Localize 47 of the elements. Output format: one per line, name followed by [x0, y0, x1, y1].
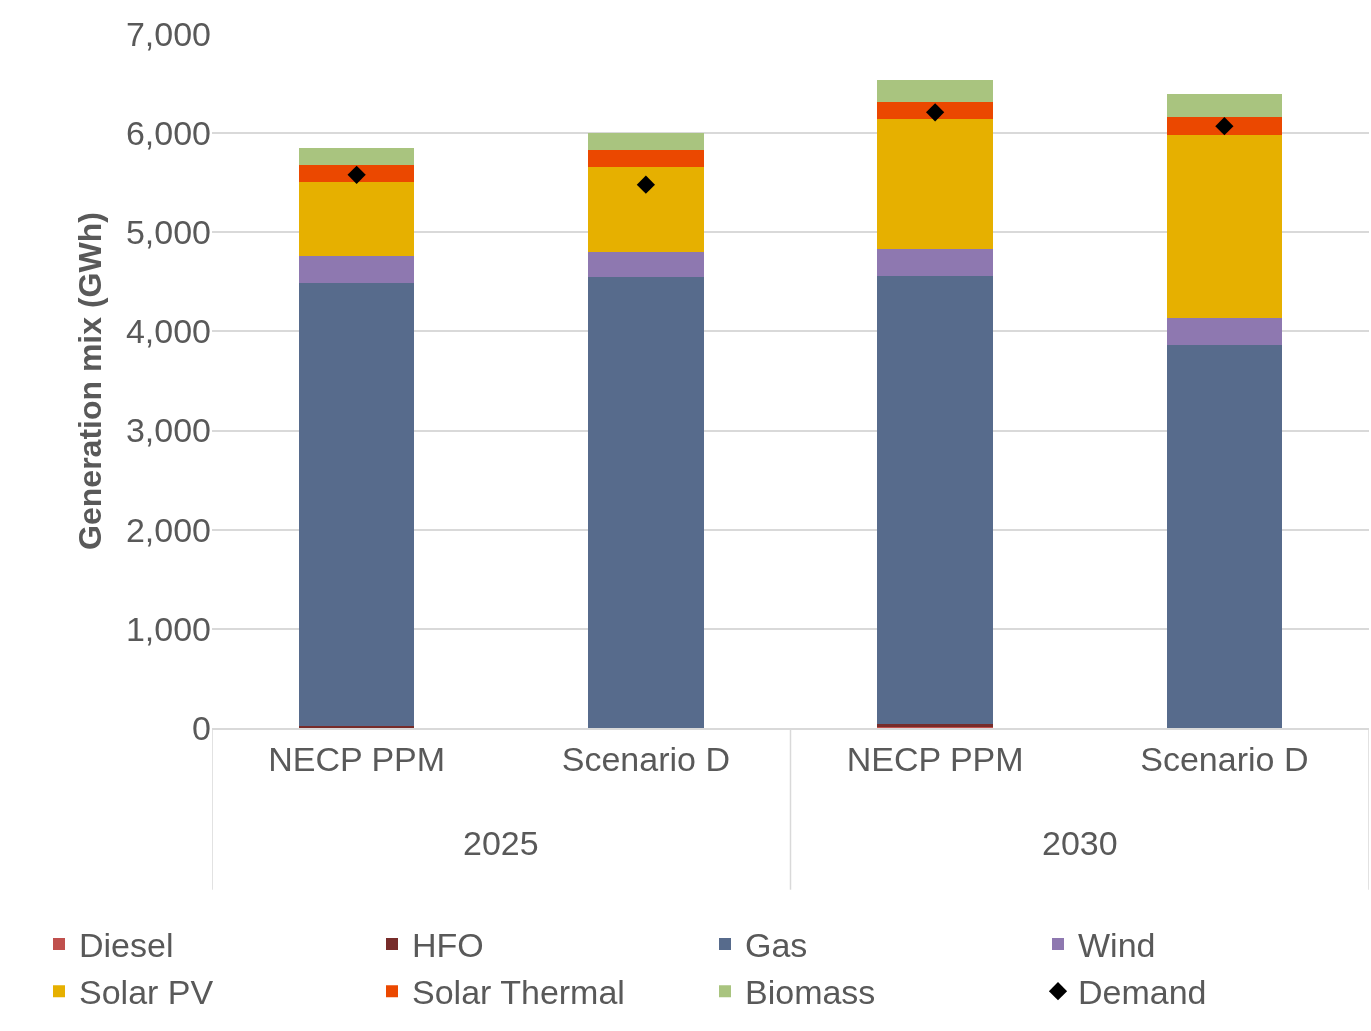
- text: 2030: [1042, 824, 1118, 862]
- legend-label: Demand: [1078, 973, 1207, 1012]
- bar: [298, 282, 415, 727]
- y-tick-label: 5,000: [125, 213, 211, 252]
- bar: [1166, 345, 1283, 728]
- x-tick-label: Scenario D: [1140, 739, 1309, 778]
- y-tick-label: 0: [192, 708, 211, 747]
- x-tick-label: NECP PPM: [268, 739, 446, 778]
- point: [636, 175, 655, 194]
- legend-label: Solar Thermal: [412, 973, 625, 1012]
- x-tick-label: Scenario D: [561, 739, 730, 778]
- bar: [1166, 317, 1283, 346]
- bar: [588, 150, 704, 167]
- bar: [1166, 135, 1283, 318]
- bar: [877, 249, 993, 276]
- bar: [877, 275, 993, 725]
- y-tick-label: 6,000: [125, 114, 211, 153]
- bar: [877, 102, 993, 120]
- bar: [877, 79, 993, 103]
- y-tick-label: 7,000: [125, 14, 211, 53]
- point: [347, 165, 366, 184]
- bar: [877, 119, 993, 250]
- bar: [588, 166, 704, 253]
- legend-label: Gas: [745, 926, 808, 965]
- text: 2025: [463, 824, 539, 862]
- point: [1215, 117, 1234, 136]
- legend-label: Biomass: [745, 973, 876, 1012]
- y-tick-label: 2,000: [125, 510, 211, 549]
- y-tick-label: 1,000: [125, 609, 211, 648]
- legend-label: Wind: [1078, 926, 1156, 965]
- legend-label: HFO: [412, 926, 484, 965]
- x-tick-label: NECP PPM: [846, 739, 1024, 778]
- y-tick-label: 3,000: [125, 411, 211, 450]
- bar: [298, 256, 415, 283]
- bar: [298, 148, 415, 165]
- y-axis-title: Generation mix (GWh): [72, 212, 109, 550]
- bar: [298, 181, 415, 257]
- y-tick-label: 4,000: [125, 312, 211, 351]
- bar: [588, 252, 704, 277]
- legend-label: Solar PV: [79, 973, 214, 1012]
- bar: [588, 276, 704, 728]
- bar: [1166, 94, 1283, 118]
- point: [926, 103, 945, 122]
- bar: [1166, 117, 1283, 136]
- bar: [588, 133, 704, 150]
- legend-label: Diesel: [79, 926, 174, 965]
- bar: [298, 164, 415, 182]
